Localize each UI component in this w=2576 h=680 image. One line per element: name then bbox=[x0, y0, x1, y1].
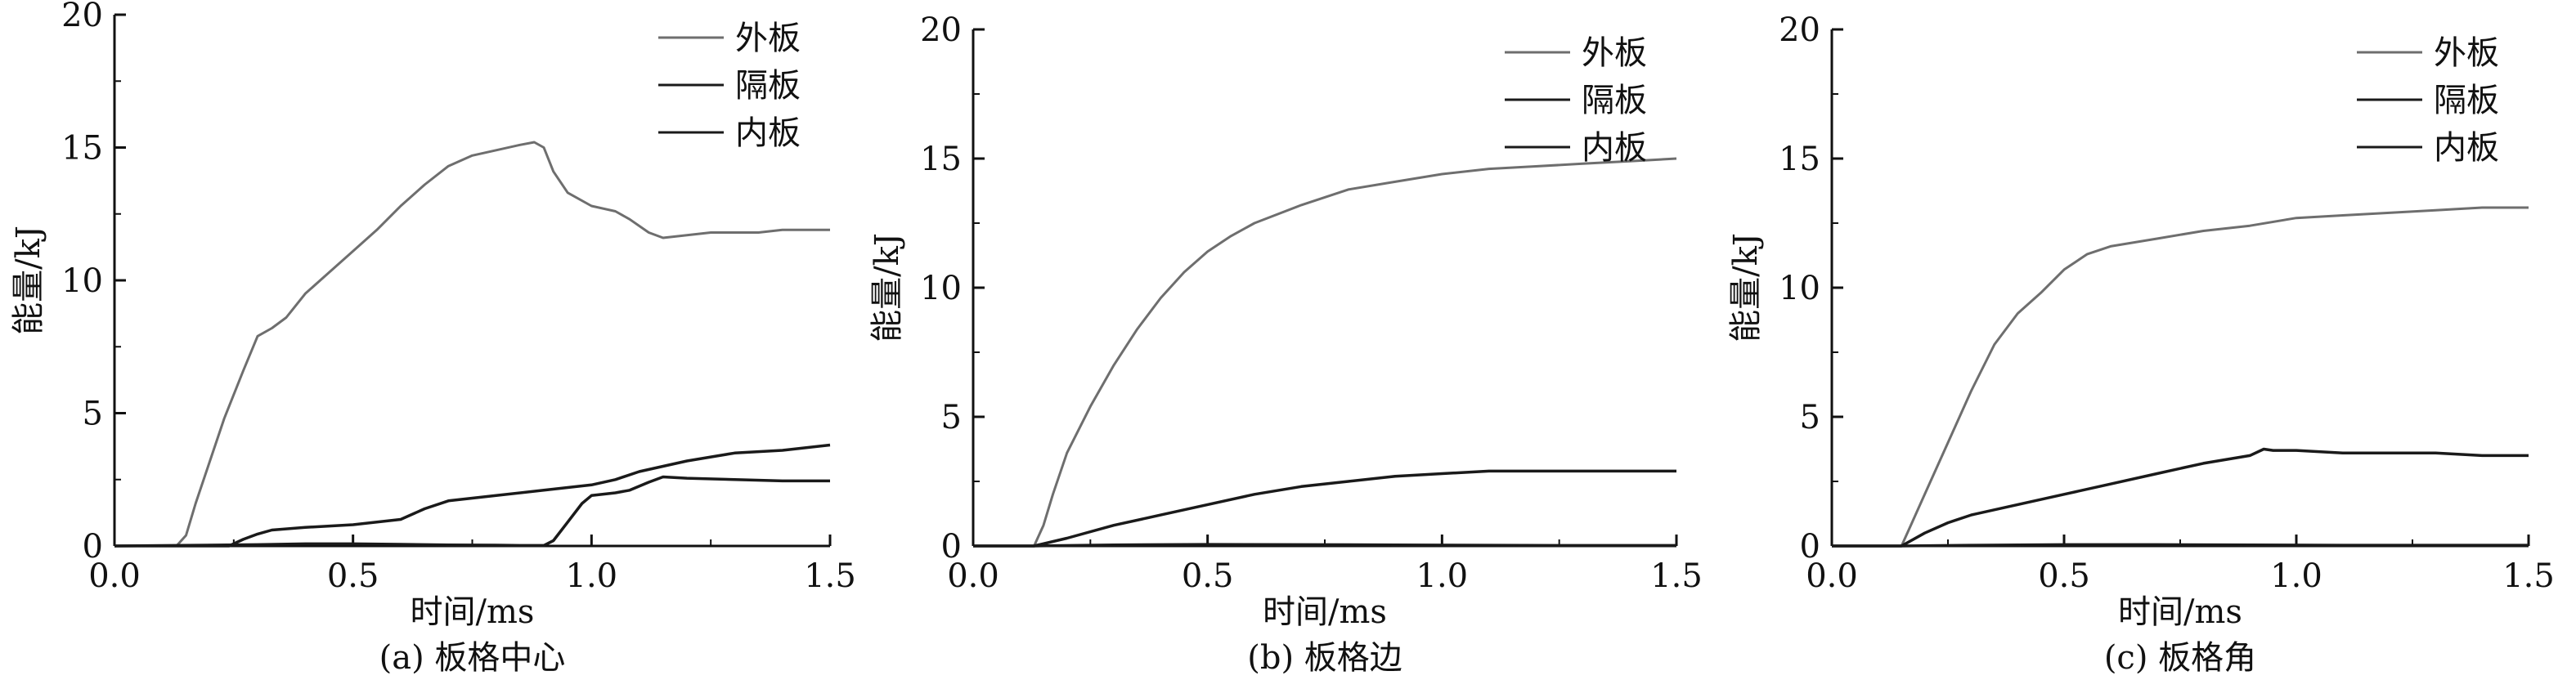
x-tick-label: 1.0 bbox=[1416, 557, 1469, 595]
legend-label: 隔板 bbox=[2434, 82, 2499, 119]
series-line-3 bbox=[1832, 543, 2529, 548]
x-axis-label: 时间/ms bbox=[1263, 593, 1387, 631]
x-tick-label: 0.0 bbox=[1806, 557, 1858, 595]
x-tick-label: 1.5 bbox=[2502, 557, 2555, 595]
y-tick-label: 15 bbox=[61, 130, 103, 168]
y-tick-label: 20 bbox=[1779, 11, 1820, 49]
x-tick-label: 0.5 bbox=[1182, 557, 1234, 595]
legend-label: 隔板 bbox=[735, 67, 801, 105]
x-tick-label: 1.5 bbox=[804, 557, 856, 595]
series-line-1 bbox=[114, 141, 830, 548]
y-tick-label: 5 bbox=[83, 396, 103, 433]
series-line-1 bbox=[1832, 206, 2529, 548]
series-line-2 bbox=[1832, 447, 2529, 548]
x-tick-label: 0.5 bbox=[2038, 557, 2090, 595]
legend-label: 内板 bbox=[735, 114, 801, 152]
x-axis-label: 时间/ms bbox=[2118, 593, 2242, 631]
x-axis-label: 时间/ms bbox=[411, 593, 535, 631]
y-tick-label: 10 bbox=[61, 262, 103, 300]
y-axis-label: 能量/kJ bbox=[868, 233, 906, 342]
series-line-3 bbox=[973, 543, 1676, 548]
y-axis-label: 能量/kJ bbox=[1727, 233, 1765, 342]
series-line-1 bbox=[973, 157, 1677, 548]
panel-a: 0 5 10 15 20 0.0 0.5 1.0 1.5 时间/ms 能量/kJ (a) 板格中心 外板… bbox=[10, 0, 856, 677]
series-line-3 bbox=[114, 475, 830, 548]
y-tick-label: 15 bbox=[1779, 141, 1820, 178]
legend-label: 隔板 bbox=[1582, 82, 1647, 119]
y-tick-label: 0 bbox=[1800, 528, 1820, 566]
y-tick-label: 15 bbox=[920, 141, 962, 178]
panel-b: 0 5 10 15 20 0.0 0.5 1.0 1.5 时间/ms 能量/kJ (b) 板格边 外板隔… bbox=[868, 11, 1703, 677]
x-tick-label: 0.0 bbox=[947, 557, 999, 595]
x-tick-label: 1.5 bbox=[1650, 557, 1703, 595]
legend-label: 内板 bbox=[1582, 129, 1647, 167]
y-tick-label: 20 bbox=[920, 11, 962, 49]
y-tick-label: 10 bbox=[1779, 270, 1820, 307]
x-tick-label: 0.5 bbox=[327, 557, 379, 595]
y-tick-label: 5 bbox=[941, 399, 962, 436]
legend-label: 外板 bbox=[1582, 34, 1647, 72]
x-tick-label: 1.0 bbox=[566, 557, 618, 595]
legend-label: 外板 bbox=[735, 20, 801, 57]
panel-caption: (a) 板格中心 bbox=[379, 639, 566, 677]
legend-label: 外板 bbox=[2434, 34, 2499, 72]
y-tick-label: 10 bbox=[920, 270, 962, 307]
y-tick-label: 0 bbox=[83, 528, 103, 566]
x-tick-label: 1.0 bbox=[2270, 557, 2322, 595]
y-tick-label: 20 bbox=[61, 0, 103, 34]
panel-caption: (b) 板格边 bbox=[1247, 639, 1402, 677]
panel-caption: (c) 板格角 bbox=[2104, 639, 2256, 677]
series-line-2 bbox=[114, 443, 831, 548]
series-line-2 bbox=[973, 469, 1676, 548]
legend-label: 内板 bbox=[2434, 129, 2499, 167]
y-tick-label: 0 bbox=[941, 528, 962, 566]
y-axis-label: 能量/kJ bbox=[10, 226, 47, 335]
x-tick-label: 0.0 bbox=[88, 557, 141, 595]
y-tick-label: 5 bbox=[1800, 399, 1820, 436]
panel-c: 0 5 10 15 20 0.0 0.5 1.0 1.5 时间/ms 能量/kJ (c) 板格角 外板隔… bbox=[1727, 11, 2555, 677]
